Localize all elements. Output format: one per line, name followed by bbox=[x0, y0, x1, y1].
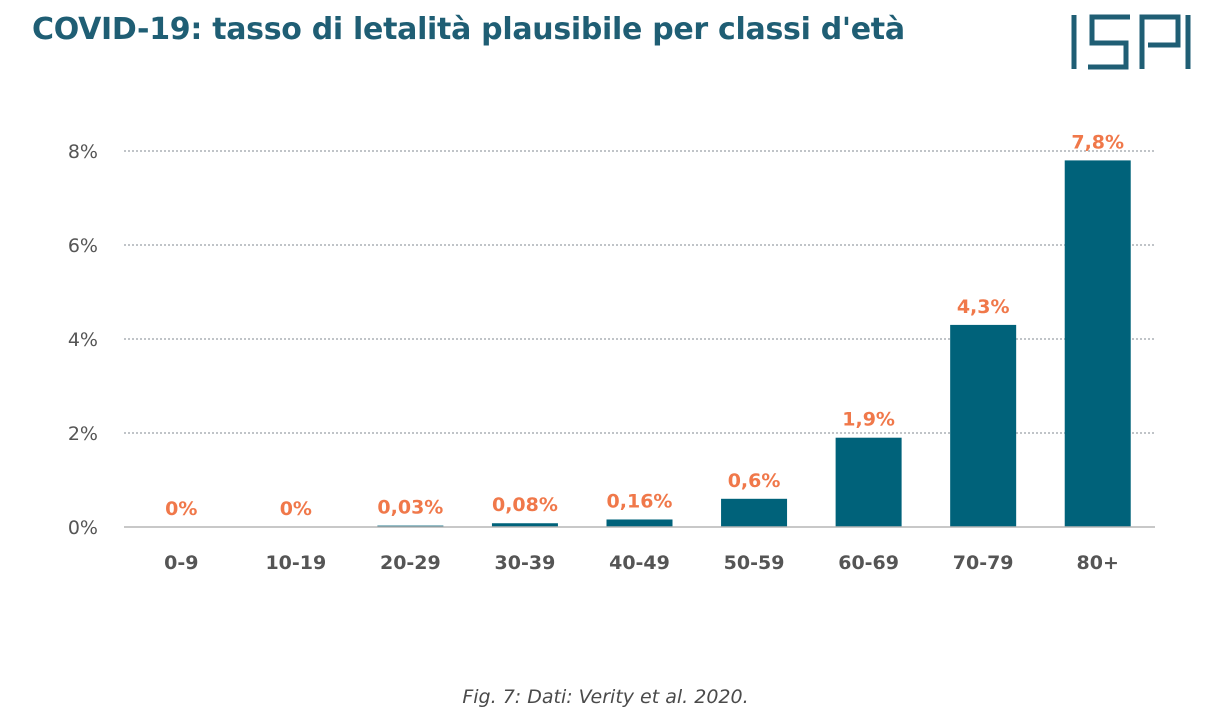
data-label: 4,3% bbox=[957, 296, 1010, 318]
x-tick-label: 0-9 bbox=[164, 552, 198, 574]
x-tick-label: 30-39 bbox=[495, 552, 556, 574]
y-tick-label: 8% bbox=[68, 141, 98, 163]
x-tick-label: 10-19 bbox=[265, 552, 326, 574]
x-tick-label: 60-69 bbox=[838, 552, 899, 574]
bar bbox=[721, 498, 788, 527]
bar bbox=[1064, 160, 1131, 527]
data-label: 0,03% bbox=[377, 497, 443, 519]
y-tick-label: 0% bbox=[68, 517, 98, 539]
x-tick-label: 20-29 bbox=[380, 552, 441, 574]
y-tick-label: 2% bbox=[68, 423, 98, 445]
chart-title: COVID-19: tasso di letalità plausibile p… bbox=[32, 12, 905, 47]
data-label: 0% bbox=[280, 498, 312, 520]
data-label: 1,9% bbox=[842, 409, 895, 431]
x-tick-label: 80+ bbox=[1077, 552, 1119, 574]
bar bbox=[835, 437, 902, 527]
bar bbox=[606, 519, 673, 527]
x-tick-label: 50-59 bbox=[724, 552, 785, 574]
data-label: 0,16% bbox=[607, 490, 673, 512]
x-tick-label: 70-79 bbox=[953, 552, 1014, 574]
y-tick-label: 4% bbox=[68, 329, 98, 351]
data-label: 0% bbox=[165, 498, 197, 520]
data-label: 0,6% bbox=[728, 470, 781, 492]
x-tick-label: 40-49 bbox=[609, 552, 670, 574]
bar-chart: 0% 2% 4% 6% 8% 0% 0-9 0% 10-19 0,03% 20-29 0,08% 30-… bbox=[68, 131, 1155, 574]
y-tick-label: 6% bbox=[68, 235, 98, 257]
bar bbox=[491, 523, 558, 527]
ispi-logo bbox=[1071, 14, 1191, 70]
data-label: 7,8% bbox=[1071, 131, 1124, 153]
figure-caption: Fig. 7: Dati: Verity et al. 2020. bbox=[462, 686, 749, 708]
bar bbox=[950, 324, 1017, 527]
chart-card: COVID-19: tasso di letalità plausibile p… bbox=[32, 12, 1191, 574]
data-label: 0,08% bbox=[492, 494, 558, 516]
